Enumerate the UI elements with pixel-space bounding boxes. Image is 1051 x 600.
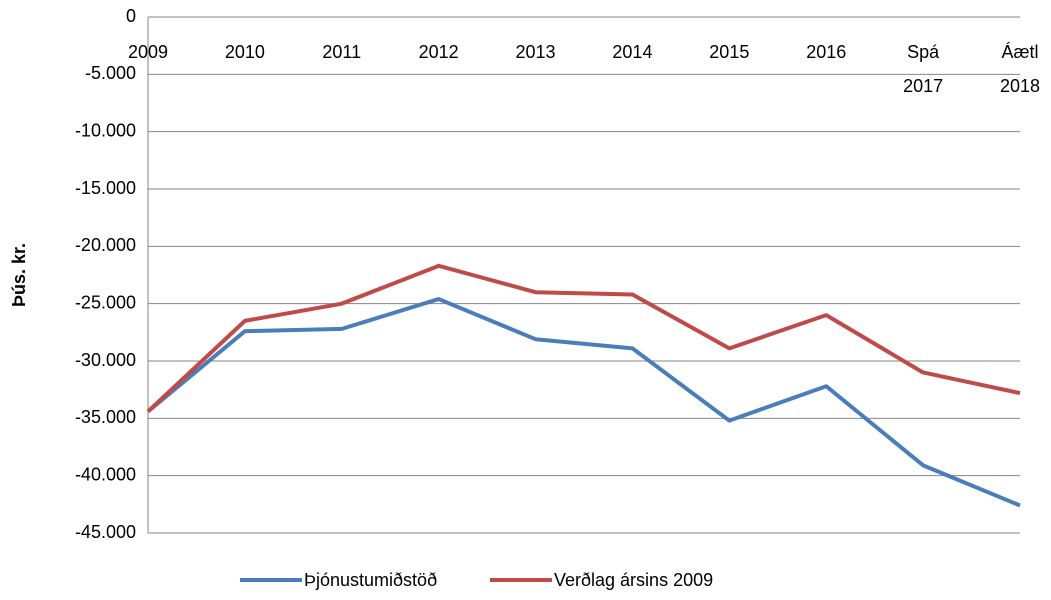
x-tick-label: 2010 <box>224 42 265 62</box>
y-axis-label: Þús. kr. <box>9 243 29 307</box>
x-tick-label: 2011 <box>322 42 362 62</box>
y-tick-label: -35.000 <box>75 407 136 427</box>
data-line <box>146 263 1021 413</box>
y-tick-label: -15.000 <box>75 178 136 198</box>
x-tick-label: 2014 <box>612 42 653 62</box>
x-tick-label: Áætl 2018 <box>999 42 1041 96</box>
y-tick-label: -5.000 <box>85 63 136 83</box>
y-tick-label: -30.000 <box>75 350 136 370</box>
x-tick-label: 2016 <box>806 42 847 62</box>
x-tick-label: Spá 2017 <box>903 42 944 96</box>
x-tick-label: 2015 <box>709 42 750 62</box>
y-tick-label: 0 <box>126 6 136 26</box>
legend-label: Verðlag ársins 2009 <box>554 570 713 590</box>
x-tick-label: 2009 <box>127 42 169 62</box>
y-tick-label: -10.000 <box>75 120 136 140</box>
y-tick-label: -20.000 <box>75 235 136 255</box>
x-tick-label: 2012 <box>418 42 459 62</box>
y-tick-label: -25.000 <box>75 292 136 312</box>
y-tick-label: -45.000 <box>75 522 136 542</box>
legend-label: Þjónustumiðstöð <box>304 570 437 590</box>
data-line <box>146 297 1021 508</box>
y-tick-label: -40.000 <box>75 464 136 484</box>
x-tick-label: 2013 <box>515 42 556 62</box>
